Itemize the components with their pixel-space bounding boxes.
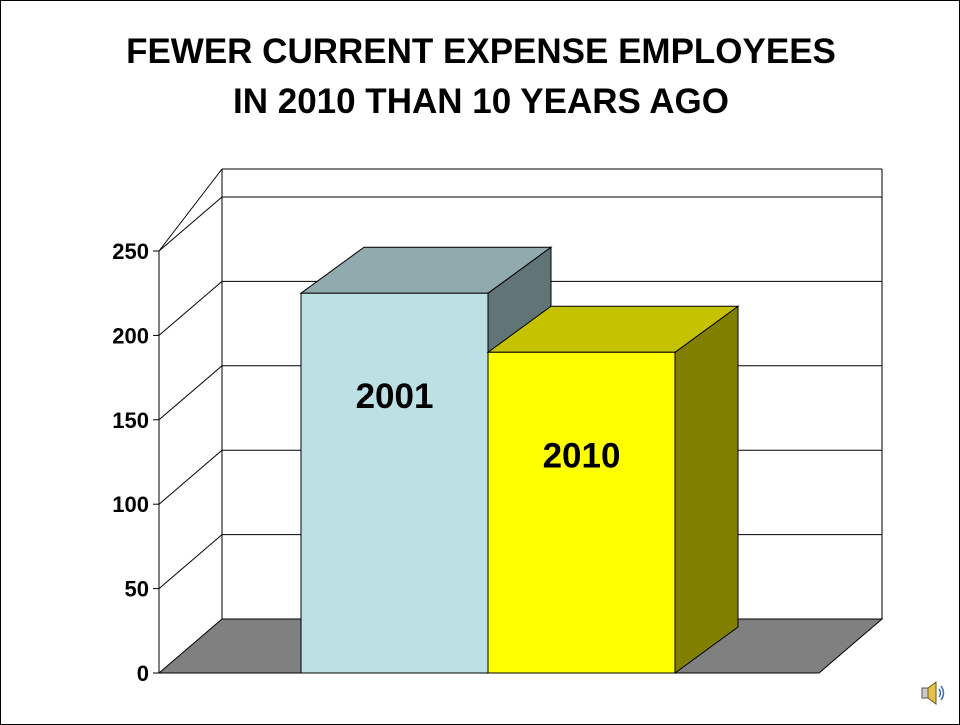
gridline-side xyxy=(158,281,223,336)
speaker-icon[interactable] xyxy=(919,679,949,707)
y-tick-label: 200 xyxy=(112,323,149,348)
bar-label-2001: 2001 xyxy=(356,377,434,416)
y-tick-label: 0 xyxy=(137,661,149,686)
bar-2010-side xyxy=(674,305,739,674)
title-line-2: IN 2010 THAN 10 YEARS AGO xyxy=(233,82,729,121)
y-tick-label: 50 xyxy=(125,577,149,602)
bar-2010 xyxy=(487,351,676,674)
y-tick-label: 250 xyxy=(112,239,149,264)
gridline-side xyxy=(158,534,223,589)
gridline-side xyxy=(158,196,223,252)
title-line-1: FEWER CURRENT EXPENSE EMPLOYEES xyxy=(126,32,836,71)
gridline-side xyxy=(158,449,223,505)
y-tick-label: 150 xyxy=(112,408,149,433)
y-tick-label: 100 xyxy=(112,492,149,517)
side-wall-top-edge xyxy=(158,168,223,252)
bar-label-2010: 2010 xyxy=(543,436,621,475)
gridline-side xyxy=(158,365,223,421)
chart-title: FEWER CURRENT EXPENSE EMPLOYEES IN 2010 … xyxy=(1,27,960,127)
bar-2001 xyxy=(300,292,489,674)
